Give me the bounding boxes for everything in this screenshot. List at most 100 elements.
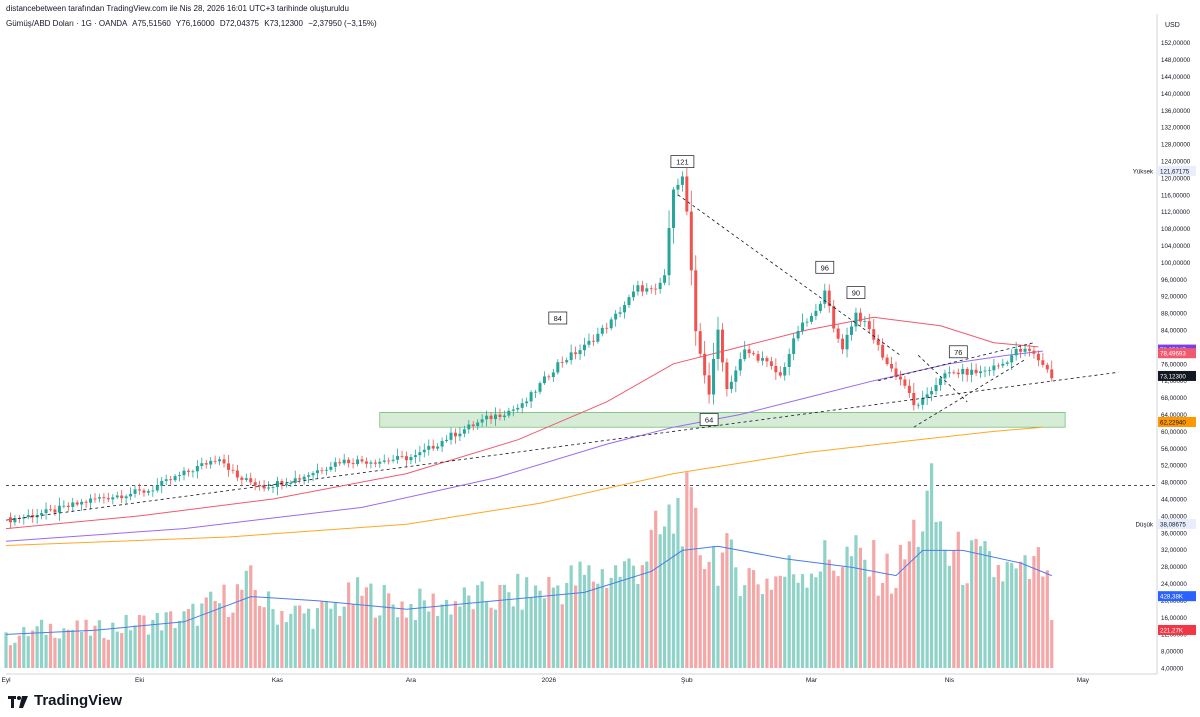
volume-bar [889,593,894,668]
volume-bar [355,577,360,668]
volume-bar [218,603,222,668]
volume-bar [747,568,751,668]
volume-bar [444,599,449,668]
volume-bar [1032,555,1036,668]
annotation-label-76: 76 [948,345,968,359]
candle-body [961,368,965,375]
volume-bar [493,609,498,668]
volume-bar [867,576,871,668]
volume-bar [480,581,484,668]
volume-bar [396,617,400,668]
candle-body [916,404,920,406]
candle-body [818,303,822,311]
volume-bar [409,603,413,668]
volume-bar [618,576,622,668]
volume-bar [413,620,417,668]
volume-bar [551,587,555,668]
volume-bar [752,570,756,668]
volume-bar [636,584,640,668]
volume-bar [320,601,324,668]
annotation-box [548,311,568,325]
candle-body [627,297,631,306]
volume-bar [53,637,57,668]
candle-body [249,478,253,483]
candle-body [885,357,889,365]
volume-bar [827,559,831,668]
volume-bar [756,584,760,668]
volume-bar [186,609,191,668]
price-label: 428,38K [1158,591,1196,602]
volume-bar [449,614,453,668]
candle-body [747,349,751,354]
candle-body [298,478,302,480]
price-label-box [1158,165,1196,176]
candle-body [654,288,658,290]
volume-bar [1050,619,1054,668]
candle-body [676,184,680,190]
volume-bar [333,601,337,668]
volume-bar [872,540,876,668]
candle-body [84,501,88,503]
volume-bar [765,578,769,668]
candle-body [26,515,30,518]
volume-bar [707,561,711,668]
volume-bar [961,584,965,668]
candle-body [1032,350,1036,354]
candle-body [178,475,182,477]
candle-body [863,321,867,322]
volume-bar [387,593,391,668]
price-label-value: 73,12300 [1160,373,1186,380]
y-tick-label: 116,00000 [1161,192,1190,199]
y-tick-label: 20,00000 [1161,598,1187,605]
candle-body [943,373,947,379]
candle-body [525,401,529,404]
volume-bar [485,602,489,668]
price-label: 62,22940 [1158,416,1196,427]
volume-bar [631,565,636,668]
volume-bar [898,544,903,668]
candle-body [854,312,858,327]
price-label: 38,08675 Düşük [1135,518,1196,529]
volume-bar [640,565,644,668]
volume-bar [654,510,658,668]
volume-bar [155,613,159,668]
candle-body [796,331,800,339]
candle-body [805,321,809,323]
volume-bar [400,601,404,668]
volume-bar [1023,555,1027,668]
volume-bar [440,604,444,668]
annotation-text: 64 [705,415,713,424]
volume-bar [587,565,591,668]
ohlc-high: Y76,16000 [175,19,215,28]
annotation-box [670,155,695,169]
candle-body [458,433,462,437]
candle-body [1036,353,1040,361]
candle-body [329,466,333,470]
symbol-name[interactable]: Gümüş/ABD Doları · 1G · OANDA [6,19,128,28]
y-tick-label: 120,00000 [1161,175,1191,182]
volume-bar [48,623,53,668]
volume-bar [280,610,284,668]
volume-bar [738,596,742,668]
volume-bar [200,603,204,668]
candle-body [516,407,520,410]
volume-bar [538,590,542,668]
y-tick-label: 32,00000 [1161,547,1187,554]
y-tick-label: 8,00000 [1161,649,1184,656]
volume-bar [62,628,66,668]
volume-bar [311,628,315,668]
annotation-label-121: 121 [670,155,695,169]
candle-body [658,282,662,290]
volume-bar [907,541,911,668]
candle-body [925,394,929,398]
volume-bar [1019,561,1023,668]
volume-bar [734,567,738,668]
candle-body [369,462,373,464]
volume-bar [787,555,791,668]
volume-bar [974,538,978,668]
volume-bar [342,606,346,668]
candle-body [293,478,297,483]
volume-bar [1041,576,1045,668]
candle-body [983,370,987,372]
